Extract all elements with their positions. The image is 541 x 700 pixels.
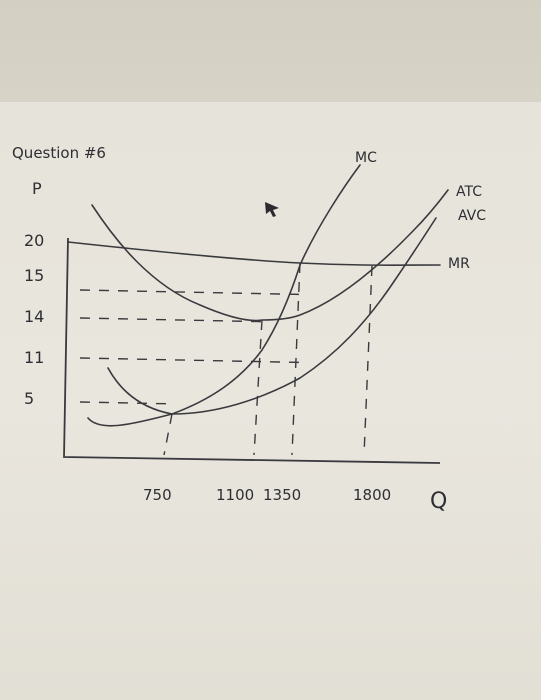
x-tick-label: 1350	[263, 486, 301, 504]
curve-label-mc: MC	[355, 150, 377, 166]
y-axis-label: P	[32, 179, 42, 198]
guide-horizontal	[79, 401, 173, 405]
curve-label-atc: ATC	[456, 184, 482, 200]
curves	[67, 164, 449, 427]
curve-mc	[87, 164, 361, 427]
guide-vertical	[253, 319, 263, 456]
y-tick-label: 20	[24, 231, 44, 250]
x-tick-labels: 750 1100 1350 1800	[143, 486, 391, 504]
x-tick-label: 1800	[353, 486, 391, 504]
guide-lines	[79, 262, 373, 456]
curve-mr	[67, 241, 441, 266]
x-tick-label: 1100	[216, 486, 254, 504]
curve-labels: MC ATC AVC MR	[355, 150, 486, 272]
x-axis-label: Q	[430, 489, 447, 514]
curve-label-mr: MR	[448, 256, 470, 272]
guide-horizontal	[79, 317, 263, 323]
x-tick-label: 750	[143, 486, 172, 504]
guide-horizontal	[79, 357, 301, 364]
y-tick-label: 5	[24, 389, 34, 408]
question-label: Question #6	[12, 144, 106, 162]
cursor-arrow-icon	[265, 202, 279, 217]
y-tick-label: 15	[24, 266, 44, 285]
y-tick-label: 11	[24, 348, 44, 367]
y-tick-labels: 5 11 14 15 20	[24, 231, 44, 408]
y-tick-label: 14	[24, 307, 44, 326]
guide-vertical	[363, 265, 373, 456]
curve-avc	[107, 217, 437, 415]
guide-vertical	[163, 413, 173, 456]
axes	[63, 237, 441, 464]
paper-sheet	[0, 102, 541, 700]
curve-label-avc: AVC	[458, 208, 486, 224]
guide-horizontal	[79, 289, 301, 296]
guide-vertical	[291, 262, 301, 456]
curve-atc	[91, 189, 449, 322]
